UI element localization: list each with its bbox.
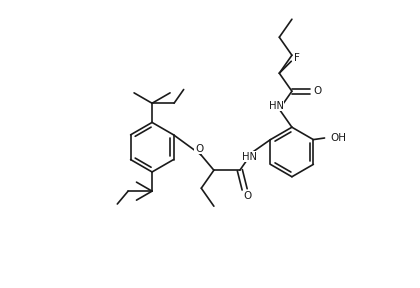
Text: HN: HN <box>269 101 284 111</box>
Text: O: O <box>243 191 251 201</box>
Text: O: O <box>313 86 321 96</box>
Text: OH: OH <box>330 132 346 143</box>
Text: O: O <box>195 143 203 154</box>
Text: HN: HN <box>242 151 257 162</box>
Text: F: F <box>294 53 299 62</box>
